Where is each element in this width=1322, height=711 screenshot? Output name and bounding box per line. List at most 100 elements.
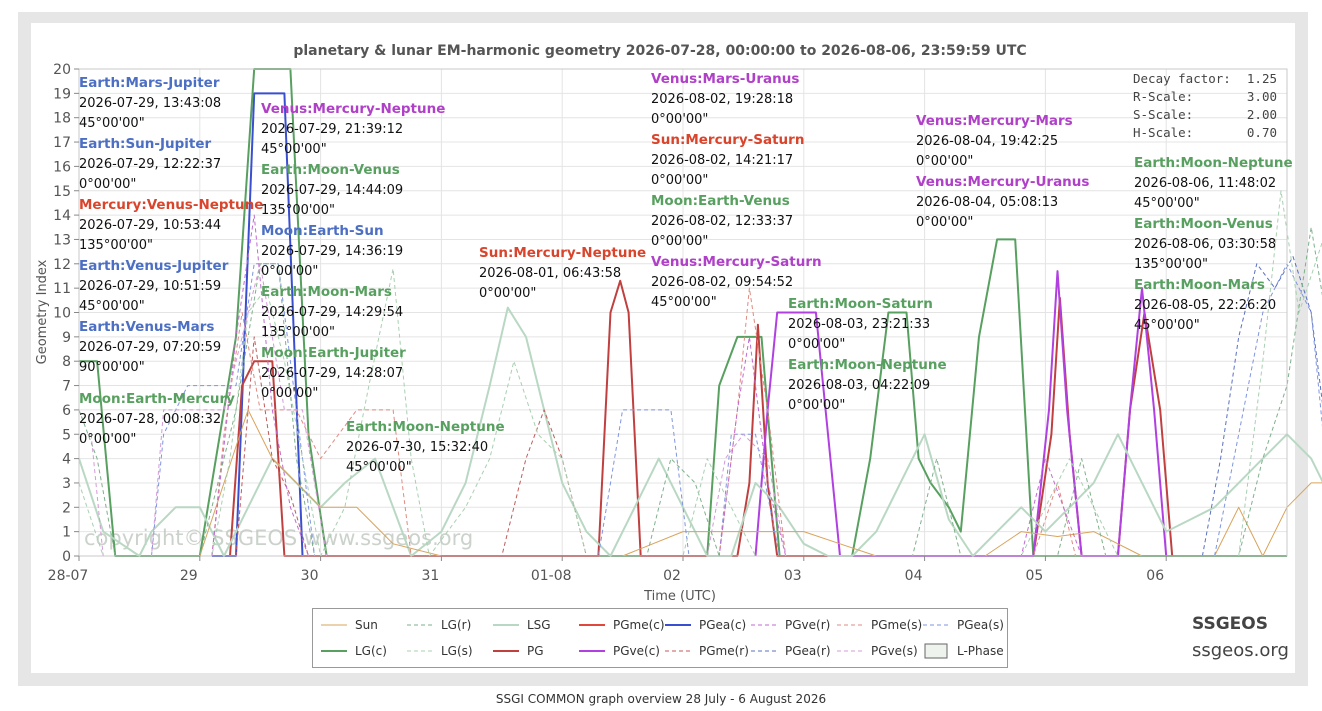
annotation-time: 2026-08-04, 05:08:13 xyxy=(916,195,1058,210)
annotation-label: Earth:Moon-Neptune xyxy=(1134,155,1293,171)
y-tick-label: 2 xyxy=(62,500,71,516)
annotation-label: Moon:Earth-Sun xyxy=(261,223,384,239)
annotation: Earth:Moon-Neptune 2026-08-03, 04:22:09 0°… xyxy=(788,357,947,413)
annotation-angle: 0°00'00" xyxy=(261,264,318,279)
annotation-angle: 0°00'00" xyxy=(261,386,318,401)
y-tick-label: 5 xyxy=(62,427,71,443)
annotation-time: 2026-07-29, 10:53:44 xyxy=(79,218,221,233)
annotation-time: 2026-08-05, 22:26:20 xyxy=(1134,298,1276,313)
y-tick-label: 10 xyxy=(53,306,71,322)
annotation-angle: 0°00'00" xyxy=(79,177,136,192)
annotation: Sun:Mercury-Saturn 2026-08-02, 14:21:17 0°… xyxy=(651,132,804,188)
y-tick-label: 8 xyxy=(62,354,71,370)
annotation-time: 2026-08-03, 04:22:09 xyxy=(788,378,930,393)
annotation-time: 2026-07-29, 07:20:59 xyxy=(79,340,221,355)
annotation-label: Venus:Mercury-Saturn xyxy=(651,254,822,270)
legend-swatch xyxy=(924,643,948,659)
y-tick-label: 15 xyxy=(53,184,71,200)
legend-label: PGme(c) xyxy=(613,618,665,632)
series-pgme-r- xyxy=(235,336,587,557)
annotation-time: 2026-08-02, 14:21:17 xyxy=(651,153,793,168)
series-pgve-s- xyxy=(90,263,787,557)
annotations: Earth:Mars-Jupiter 2026-07-29, 13:43:08 45… xyxy=(79,71,1293,475)
legend-swatch xyxy=(407,624,433,626)
annotation-angle: 45°00'00" xyxy=(346,460,412,475)
annotation-label: Venus:Mercury-Mars xyxy=(916,113,1073,129)
annotation: Venus:Mercury-Mars 2026-08-04, 19:42:25 0°… xyxy=(916,113,1073,169)
annotation-label: Earth:Mars-Jupiter xyxy=(79,75,220,91)
x-tick-label: 03 xyxy=(784,568,802,584)
y-tick-label: 3 xyxy=(62,476,71,492)
legend-label: PG xyxy=(527,644,544,658)
series-pgea-r- xyxy=(1201,256,1322,557)
y-tick-label: 4 xyxy=(62,452,71,468)
annotation: Moon:Earth-Venus 2026-08-02, 12:33:37 0°00… xyxy=(651,193,793,249)
annotation-label: Earth:Moon-Saturn xyxy=(788,296,933,312)
legend-swatch xyxy=(923,624,949,626)
y-tick-label: 18 xyxy=(53,111,71,127)
annotation: Venus:Mercury-Saturn 2026-08-02, 09:54:52… xyxy=(651,254,822,310)
annotation-label: Earth:Sun-Jupiter xyxy=(79,136,212,152)
legend-label: LSG xyxy=(527,618,551,632)
annotation-angle: 0°00'00" xyxy=(916,154,973,169)
annotation-angle: 45°00'00" xyxy=(1134,318,1200,333)
legend-label: LG(c) xyxy=(355,644,387,658)
brand-name: SSGEOS xyxy=(1192,614,1268,634)
annotation: Venus:Mercury-Neptune 2026-07-29, 21:39:1… xyxy=(261,101,445,157)
y-tick-label: 9 xyxy=(62,330,71,346)
annotation-label: Sun:Mercury-Saturn xyxy=(651,132,804,148)
annotation-label: Moon:Earth-Jupiter xyxy=(261,345,406,361)
annotation-label: Moon:Earth-Venus xyxy=(651,193,790,209)
annotation-label: Earth:Moon-Neptune xyxy=(788,357,947,373)
annotation-label: Mercury:Venus-Neptune xyxy=(79,197,263,213)
annotation-time: 2026-07-29, 21:39:12 xyxy=(261,122,403,137)
y-tick-label: 1 xyxy=(62,525,71,541)
annotation-label: Moon:Earth-Mercury xyxy=(79,391,235,407)
annotation-angle: 90°00'00" xyxy=(79,360,145,375)
annotation-time: 2026-08-04, 19:42:25 xyxy=(916,134,1058,149)
info-label: Decay factor: xyxy=(1133,71,1231,86)
legend-swatch xyxy=(493,650,519,652)
x-tick-label: 06 xyxy=(1146,568,1164,584)
legend-label: Sun xyxy=(355,618,378,632)
annotation-label: Earth:Venus-Jupiter xyxy=(79,258,229,274)
series-lg-c- xyxy=(79,68,1287,557)
annotation-angle: 45°00'00" xyxy=(79,299,145,314)
annotation-label: Earth:Venus-Mars xyxy=(79,319,214,335)
legend: Sun LG(r) LSG PGme(c) PGea(c) PGve(r) PGme(s) P… xyxy=(312,608,1008,668)
annotation-time: 2026-08-06, 11:48:02 xyxy=(1134,176,1276,191)
y-tick-label: 6 xyxy=(62,403,71,419)
annotation-angle: 45°00'00" xyxy=(261,142,327,157)
info-label: S-Scale: xyxy=(1133,107,1193,122)
y-tick-label: 13 xyxy=(53,232,71,248)
annotation-angle: 135°00'00" xyxy=(261,325,335,340)
x-axis-label: Time (UTC) xyxy=(643,589,716,604)
legend-label: PGme(r) xyxy=(699,644,749,658)
legend-label: PGea(c) xyxy=(699,618,747,632)
annotation-time: 2026-08-02, 09:54:52 xyxy=(651,275,793,290)
legend-label: PGea(r) xyxy=(785,644,831,658)
annotation-time: 2026-07-29, 12:22:37 xyxy=(79,157,221,172)
annotation-label: Earth:Moon-Venus xyxy=(261,162,400,178)
legend-swatch xyxy=(407,650,433,652)
annotation-angle: 45°00'00" xyxy=(79,116,145,131)
series-lg-s- xyxy=(78,190,1322,557)
x-tick-label: 02 xyxy=(663,568,681,584)
annotation: Earth:Venus-Jupiter 2026-07-29, 10:51:59 4… xyxy=(79,258,229,314)
annotation: Earth:Moon-Neptune 2026-08-06, 11:48:02 45… xyxy=(1134,155,1293,211)
annotation-time: 2026-07-29, 14:28:07 xyxy=(261,366,403,381)
annotation: Earth:Venus-Mars 2026-07-29, 07:20:59 90°0… xyxy=(79,319,221,375)
annotation: Earth:Moon-Venus 2026-07-29, 14:44:09 135°… xyxy=(261,162,403,218)
annotation-angle: 135°00'00" xyxy=(1134,257,1208,272)
annotation-angle: 0°00'00" xyxy=(916,215,973,230)
legend-label: LG(s) xyxy=(441,644,473,658)
annotation-label: Earth:Moon-Mars xyxy=(261,284,392,300)
annotation: Earth:Moon-Neptune 2026-07-30, 15:32:40 45… xyxy=(346,419,505,475)
annotation: Earth:Mars-Jupiter 2026-07-29, 13:43:08 45… xyxy=(79,75,221,131)
legend-label: PGve(r) xyxy=(785,618,831,632)
legend-swatch xyxy=(751,624,777,626)
legend-swatch xyxy=(579,624,605,626)
x-tick-label: 05 xyxy=(1025,568,1043,584)
info-value: 1.25 xyxy=(1247,71,1277,86)
